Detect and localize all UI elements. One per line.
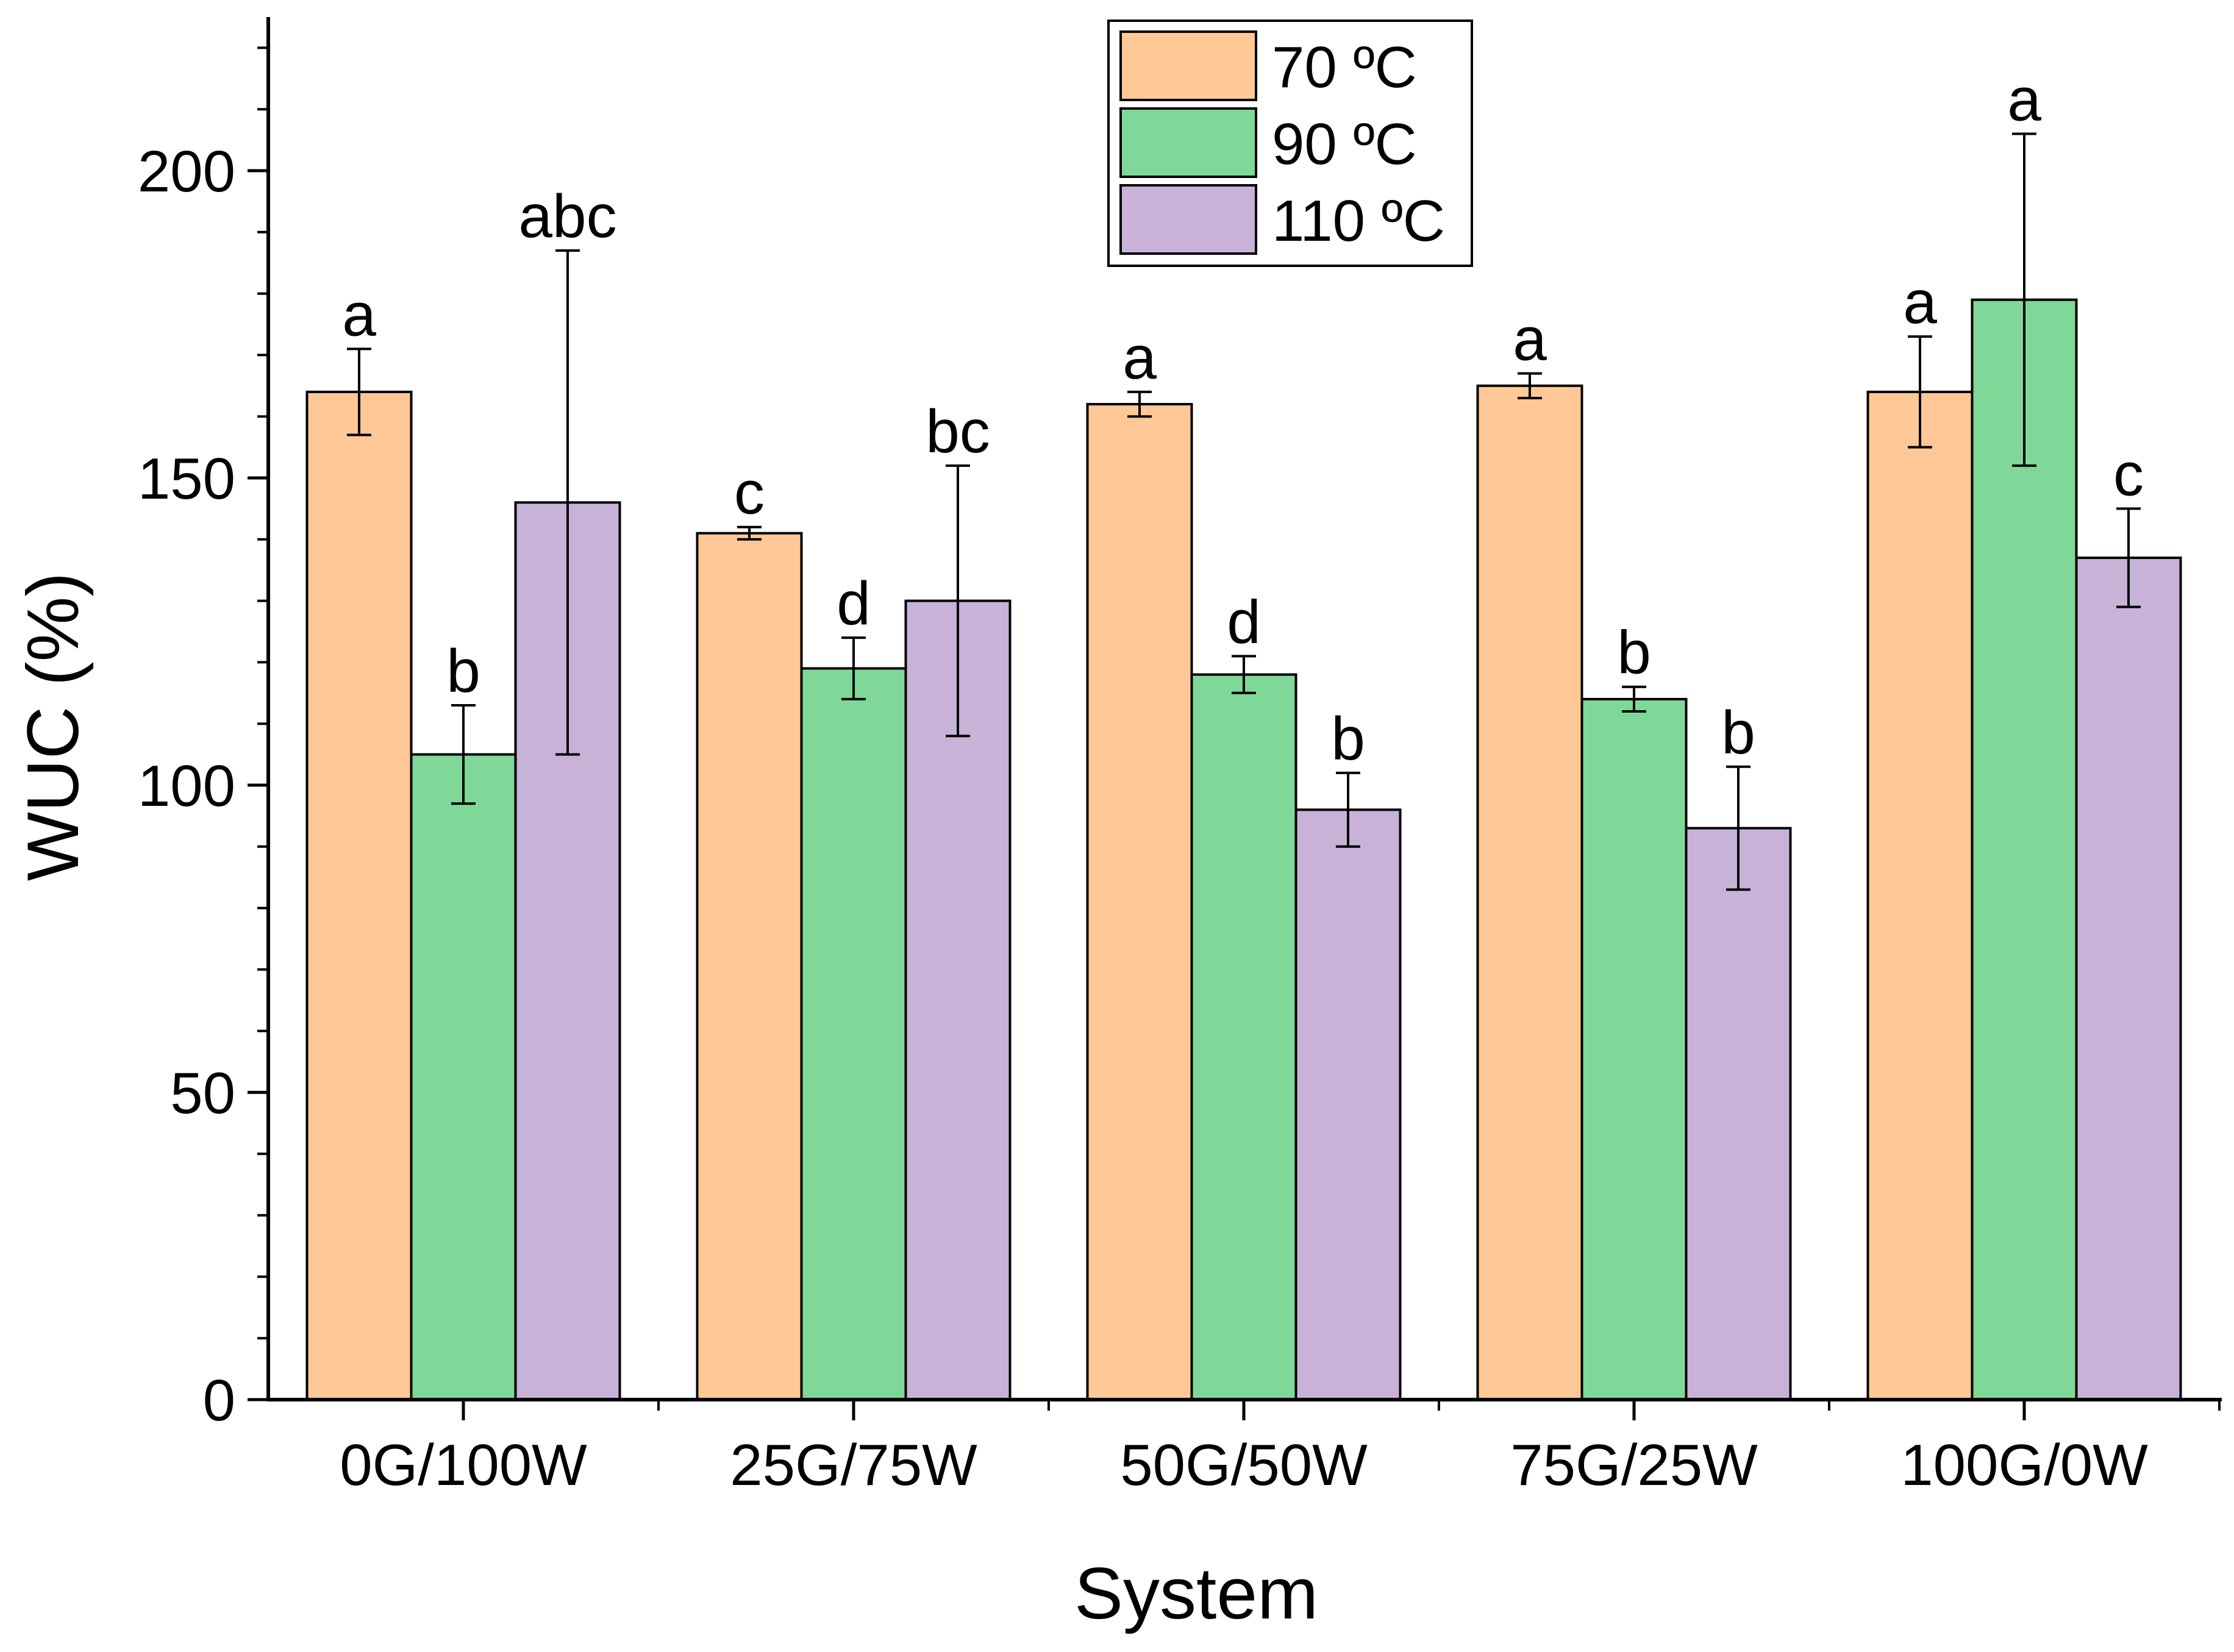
- significance-label-100G/0W-70 ºC: a: [1903, 268, 1937, 336]
- x-tick-label-0G/100W: 0G/100W: [340, 1433, 587, 1498]
- bar-75G/25W-70 ºC: [1476, 384, 1583, 1401]
- y-tick-label-150: 150: [138, 446, 235, 511]
- x-tick-label-100G/0W: 100G/0W: [1900, 1433, 2148, 1498]
- significance-label-0G/100W-110 ºC: abc: [518, 182, 616, 251]
- bar-25G/75W-90 ºC: [800, 667, 907, 1401]
- bar-75G/25W-110 ºC: [1685, 827, 1792, 1401]
- y-tick-label-0: 0: [203, 1368, 235, 1433]
- significance-label-0G/100W-90 ºC: b: [446, 637, 480, 705]
- significance-label-50G/50W-90 ºC: d: [1227, 588, 1261, 656]
- significance-label-0G/100W-70 ºC: a: [342, 280, 376, 349]
- significance-label-50G/50W-110 ºC: b: [1331, 705, 1365, 773]
- y-tick-label-100: 100: [138, 753, 235, 819]
- legend-swatch-90 ºC: [1119, 107, 1257, 178]
- significance-label-100G/0W-110 ºC: c: [2113, 440, 2144, 508]
- bar-75G/25W-90 ºC: [1580, 697, 1688, 1401]
- legend-label-110 ºC: 110 ºC: [1272, 188, 1445, 254]
- y-tick-label-50: 50: [170, 1061, 235, 1126]
- y-tick-label-200: 200: [138, 139, 235, 204]
- bar-100G/0W-110 ºC: [2075, 557, 2182, 1401]
- significance-label-75G/25W-90 ºC: b: [1617, 619, 1651, 687]
- bar-25G/75W-70 ºC: [696, 532, 803, 1401]
- significance-label-75G/25W-70 ºC: a: [1513, 305, 1547, 374]
- legend-swatch-110 ºC: [1119, 184, 1257, 255]
- significance-label-50G/50W-70 ºC: a: [1122, 324, 1157, 392]
- legend-label-70 ºC: 70 ºC: [1272, 35, 1417, 100]
- legend-swatch-70 ºC: [1119, 30, 1257, 101]
- x-axis-title: System: [1074, 1553, 1318, 1634]
- x-tick-label-50G/50W: 50G/50W: [1120, 1433, 1368, 1498]
- legend-label-90 ºC: 90 ºC: [1272, 112, 1417, 177]
- significance-label-100G/0W-90 ºC: a: [2007, 66, 2041, 134]
- bar-50G/50W-90 ºC: [1190, 673, 1297, 1401]
- bar-0G/100W-90 ºC: [410, 753, 517, 1401]
- bar-50G/50W-110 ºC: [1294, 808, 1402, 1401]
- x-tick-label-75G/25W: 75G/25W: [1510, 1433, 1758, 1498]
- significance-label-75G/25W-110 ºC: b: [1721, 699, 1755, 767]
- bar-0G/100W-70 ºC: [305, 390, 413, 1401]
- bar-50G/50W-70 ºC: [1086, 403, 1193, 1401]
- bar-100G/0W-70 ºC: [1866, 390, 1974, 1401]
- x-tick-label-25G/75W: 25G/75W: [730, 1433, 977, 1498]
- significance-label-25G/75W-70 ºC: c: [734, 459, 765, 527]
- y-axis-title: WUC (%): [12, 572, 94, 881]
- significance-label-25G/75W-110 ºC: bc: [926, 397, 990, 466]
- significance-label-25G/75W-90 ºC: d: [837, 569, 871, 638]
